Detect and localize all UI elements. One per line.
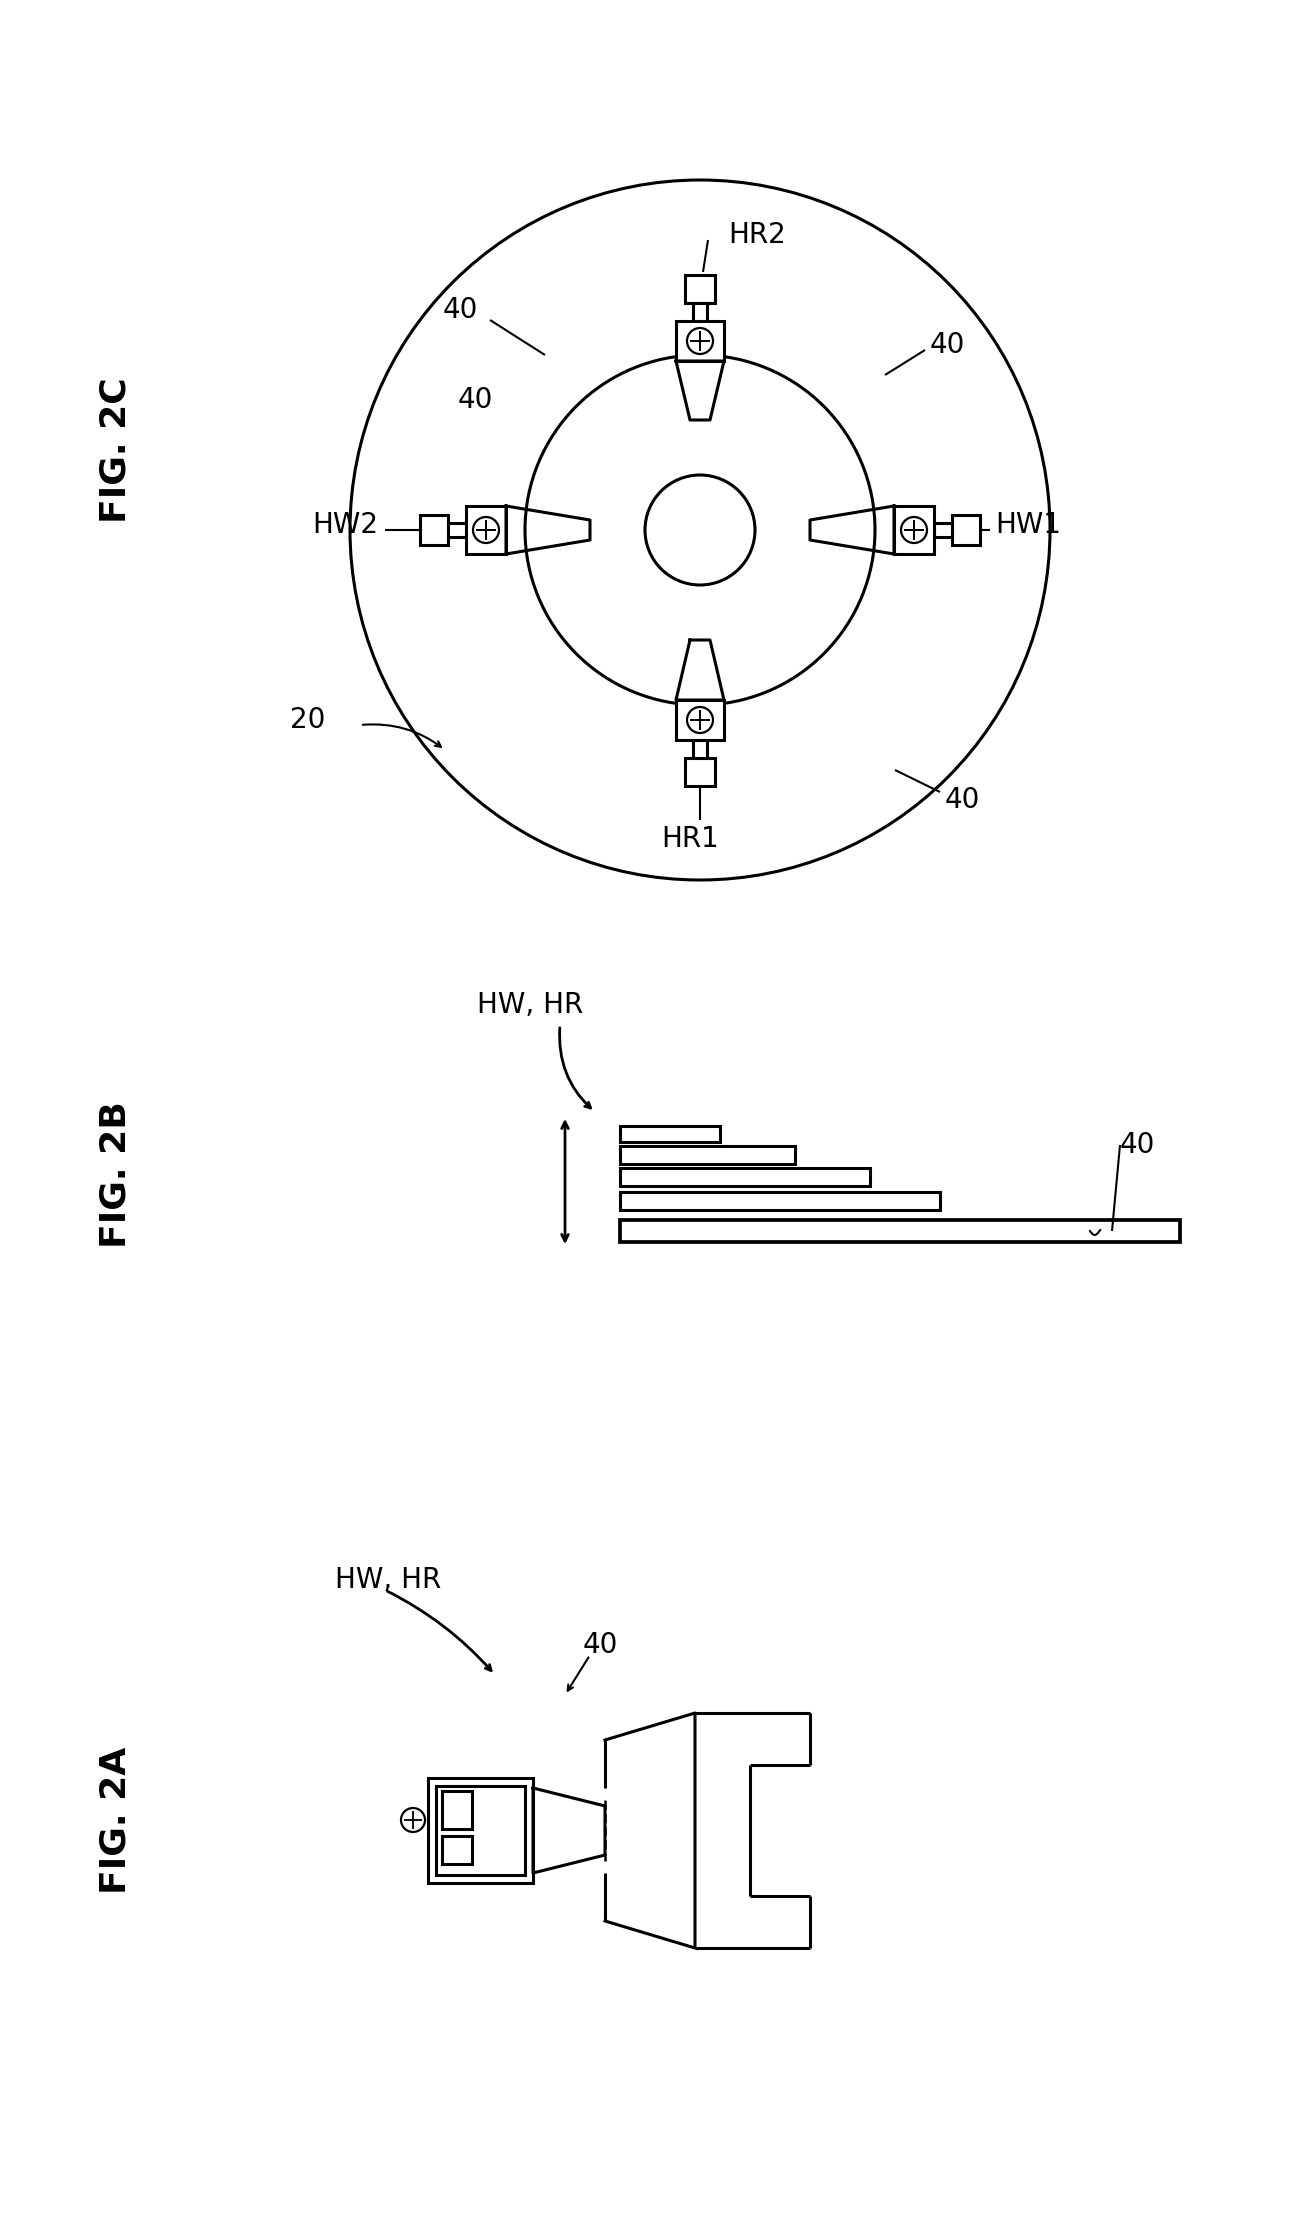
Text: FIG. 2B: FIG. 2B: [98, 1101, 132, 1249]
Bar: [693, 304, 707, 322]
Circle shape: [900, 517, 928, 544]
Bar: [466, 506, 506, 555]
Text: 40: 40: [442, 295, 477, 324]
Bar: [620, 1125, 720, 1143]
Bar: [620, 1192, 940, 1209]
Bar: [952, 515, 980, 546]
Bar: [934, 524, 952, 537]
Circle shape: [525, 355, 875, 706]
Text: HW1: HW1: [995, 510, 1060, 539]
Bar: [685, 275, 715, 304]
Bar: [442, 1835, 472, 1864]
Text: 40: 40: [946, 786, 980, 814]
Bar: [620, 1145, 795, 1165]
Bar: [894, 506, 934, 555]
Text: 20: 20: [290, 706, 325, 734]
Circle shape: [688, 708, 713, 732]
Text: HR1: HR1: [660, 825, 719, 852]
Text: FIG. 2C: FIG. 2C: [98, 377, 132, 524]
Bar: [421, 515, 448, 546]
Text: HW2: HW2: [312, 510, 378, 539]
Circle shape: [473, 517, 499, 544]
Bar: [676, 699, 724, 739]
Text: 40: 40: [1120, 1132, 1156, 1158]
Text: 40: 40: [930, 331, 965, 359]
Bar: [685, 759, 715, 786]
Bar: [448, 524, 466, 537]
Bar: [620, 1167, 869, 1185]
Bar: [676, 322, 724, 362]
Text: 40: 40: [582, 1631, 618, 1660]
Bar: [620, 1220, 1180, 1243]
Circle shape: [350, 180, 1050, 881]
Bar: [442, 1791, 472, 1828]
Circle shape: [401, 1808, 424, 1833]
Text: HW, HR: HW, HR: [477, 992, 583, 1019]
Text: HR2: HR2: [728, 222, 786, 249]
Bar: [436, 1786, 525, 1875]
Bar: [428, 1777, 533, 1884]
Circle shape: [688, 328, 713, 355]
Bar: [693, 739, 707, 759]
Text: HW, HR: HW, HR: [335, 1567, 441, 1593]
Circle shape: [645, 475, 755, 586]
Text: 40: 40: [458, 386, 493, 415]
Text: FIG. 2A: FIG. 2A: [98, 1746, 132, 1893]
